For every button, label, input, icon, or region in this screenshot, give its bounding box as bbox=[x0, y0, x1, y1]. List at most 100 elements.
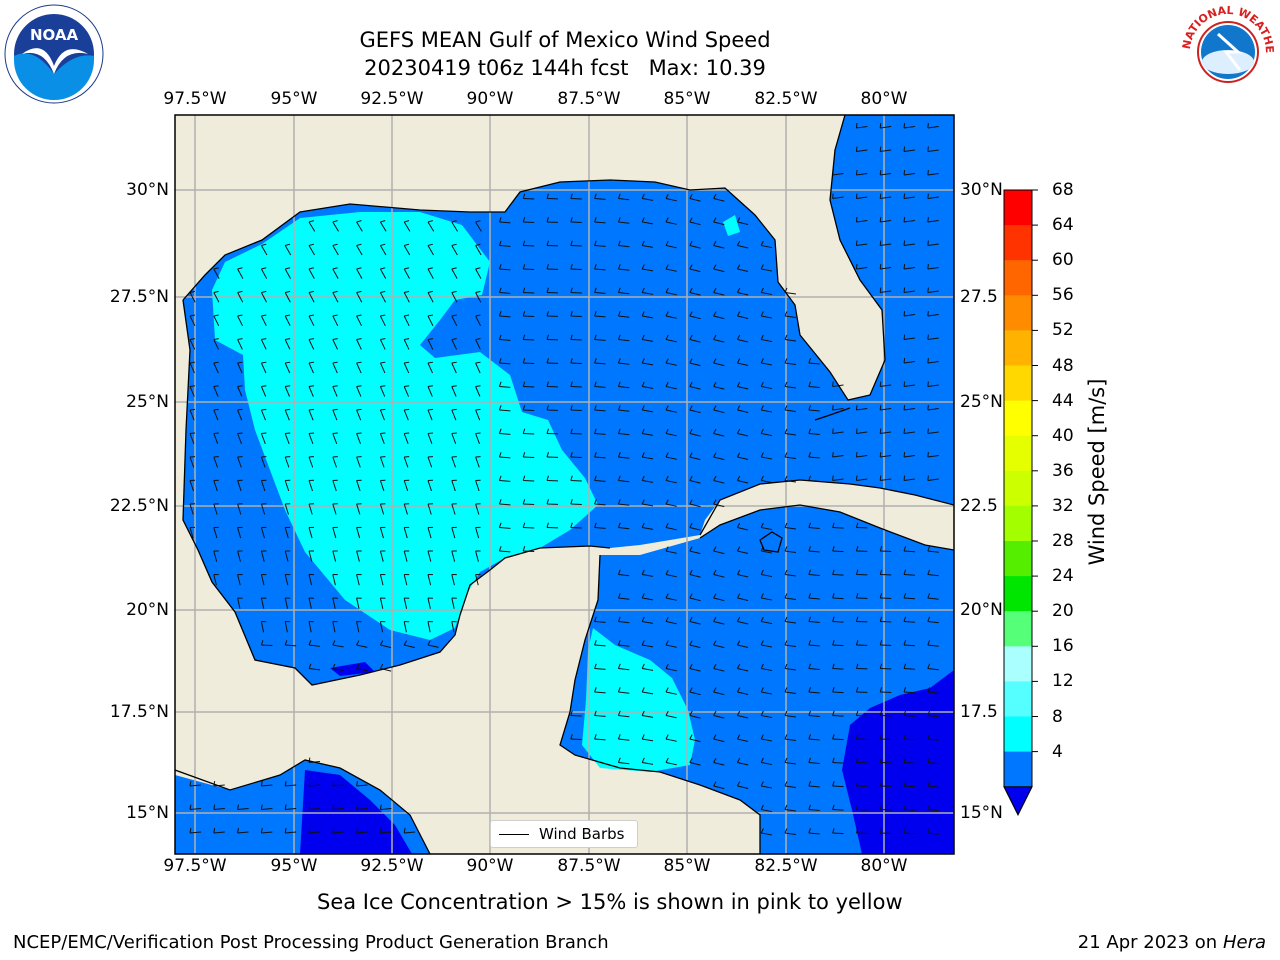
wind-barb bbox=[880, 290, 892, 293]
wind-barb bbox=[261, 644, 273, 647]
wind-barb bbox=[689, 597, 701, 602]
wind-barb bbox=[737, 644, 749, 648]
wind-barb-flag bbox=[736, 405, 741, 411]
lat-label-left: 17.5°N bbox=[109, 702, 169, 722]
wind-barb bbox=[594, 738, 606, 741]
wind-barb-flag bbox=[736, 710, 741, 716]
wind-barb bbox=[618, 339, 630, 342]
wind-barb bbox=[927, 597, 939, 600]
wind-barb-flag bbox=[927, 216, 929, 223]
wind-barb-flag bbox=[832, 781, 835, 787]
wind-barb bbox=[237, 339, 243, 350]
wind-barb bbox=[213, 339, 219, 350]
wind-barb-flag bbox=[855, 193, 858, 199]
wind-barb-flag bbox=[380, 338, 386, 340]
wind-barb bbox=[618, 738, 630, 741]
wind-barb-flag bbox=[570, 475, 573, 481]
wind-barb-flag bbox=[927, 757, 931, 763]
wind-barb-flag bbox=[570, 311, 573, 317]
wind-barb-flag bbox=[570, 240, 573, 246]
wind-barb-flag bbox=[404, 314, 410, 317]
wind-barb bbox=[832, 644, 844, 647]
wind-barb-flag bbox=[570, 358, 573, 364]
wind-barb-flag bbox=[594, 405, 597, 411]
wind-barb-flag bbox=[641, 311, 645, 317]
wind-barb-flag bbox=[237, 314, 243, 317]
wind-barb-flag bbox=[665, 428, 669, 434]
wind-barb-flag bbox=[927, 804, 931, 810]
wind-barb-flag bbox=[784, 522, 788, 528]
wind-barb-flag bbox=[570, 522, 573, 528]
wind-barb bbox=[784, 621, 796, 624]
wind-barb bbox=[713, 762, 725, 766]
wind-barb bbox=[260, 339, 267, 350]
wind-barb-flag bbox=[689, 663, 693, 669]
wind-barb bbox=[642, 221, 654, 225]
wind-barb bbox=[761, 597, 773, 601]
wind-barb bbox=[260, 292, 267, 303]
wind-barb bbox=[856, 172, 868, 176]
wind-barb-flag bbox=[498, 217, 502, 223]
wind-barb-flag bbox=[760, 710, 764, 716]
wind-barb bbox=[189, 433, 195, 444]
wind-barb bbox=[689, 292, 701, 296]
lat-label-left: 15°N bbox=[126, 803, 169, 823]
wind-barb-flag bbox=[617, 240, 621, 246]
wind-barb-flag bbox=[308, 243, 314, 246]
wind-barb-flag bbox=[855, 522, 859, 528]
wind-barb bbox=[689, 221, 701, 226]
wind-barb-flag bbox=[284, 804, 287, 810]
wind-barb-flag bbox=[784, 781, 788, 787]
wind-barb-flag bbox=[332, 432, 338, 434]
colorbar-segment bbox=[1004, 505, 1032, 542]
wind-barb bbox=[713, 621, 725, 625]
wind-barb-flag bbox=[498, 475, 502, 481]
wind-barb bbox=[260, 409, 266, 421]
wind-barb bbox=[927, 290, 939, 293]
wind-barb-flag bbox=[427, 432, 434, 434]
wind-barb-flag bbox=[617, 687, 621, 693]
wind-barb-flag bbox=[879, 828, 883, 834]
wind-barb bbox=[403, 503, 408, 515]
wind-barb-flag bbox=[855, 640, 859, 646]
wind-barb-flag bbox=[736, 546, 741, 552]
wind-barb bbox=[808, 574, 820, 577]
wind-barb-flag bbox=[903, 546, 907, 552]
wind-barb bbox=[427, 527, 432, 539]
wind-barb bbox=[761, 785, 773, 789]
wind-barb bbox=[665, 738, 677, 742]
wind-barb-flag bbox=[713, 428, 717, 434]
wind-barb-flag bbox=[498, 287, 502, 293]
wind-barb-flag bbox=[832, 687, 835, 693]
wind-barb bbox=[618, 409, 630, 412]
wind-barb bbox=[642, 527, 654, 530]
wind-barb bbox=[189, 292, 196, 303]
wind-barb-flag bbox=[832, 569, 835, 575]
wind-barb bbox=[808, 832, 820, 835]
wind-barb bbox=[379, 315, 386, 327]
cyan-spot bbox=[723, 215, 740, 236]
wind-barb bbox=[689, 527, 701, 531]
wind-barb bbox=[737, 574, 749, 578]
wind-barb bbox=[237, 574, 241, 586]
wind-barb bbox=[451, 433, 457, 444]
wind-barb-flag bbox=[689, 616, 693, 622]
wind-barb-flag bbox=[665, 663, 669, 669]
wind-barb-flag bbox=[760, 734, 764, 740]
wind-barb bbox=[665, 433, 677, 437]
wind-barb-flag bbox=[213, 408, 219, 411]
wind-barb-flag bbox=[189, 432, 196, 434]
wind-barb bbox=[880, 478, 892, 481]
wind-barb bbox=[403, 245, 411, 256]
colorbar-tick-label: 28 bbox=[1052, 531, 1074, 551]
wind-barb bbox=[427, 245, 434, 256]
wind-barb-flag bbox=[617, 428, 621, 434]
wind-barb-flag bbox=[356, 220, 362, 223]
wind-barb-flag bbox=[237, 827, 239, 834]
wind-barb bbox=[927, 550, 939, 553]
colorbar-tick-label: 8 bbox=[1052, 706, 1063, 727]
wind-barb bbox=[213, 292, 220, 303]
wind-barb bbox=[237, 292, 244, 303]
wind-barb bbox=[903, 360, 915, 364]
wind-barb-flag bbox=[760, 616, 764, 622]
